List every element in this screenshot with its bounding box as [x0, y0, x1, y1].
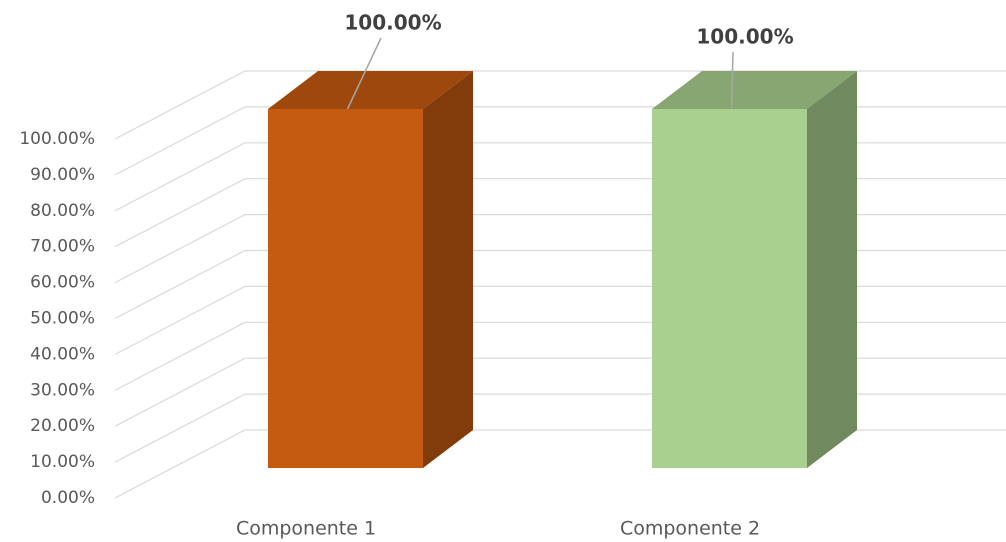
grid-line	[114, 178, 1006, 248]
grid-line	[114, 393, 1006, 463]
bar-front	[652, 109, 807, 468]
grid-line	[114, 429, 1006, 499]
y-tick-label: 20.00%	[30, 416, 95, 436]
grid-line	[114, 249, 1006, 320]
y-tick-label: 60.00%	[30, 273, 95, 293]
y-tick-label: 100.00%	[19, 129, 95, 149]
x-tick-label: Componente 1	[236, 518, 376, 540]
grid-line	[114, 142, 1006, 212]
y-tick-label: 90.00%	[30, 165, 95, 185]
bar-front	[268, 109, 423, 468]
x-tick-label: Componente 2	[620, 518, 760, 540]
grid-line	[114, 357, 1006, 427]
y-tick-label: 70.00%	[30, 237, 95, 257]
leader-line	[346, 37, 382, 110]
bar-side	[807, 71, 857, 468]
y-tick-label: 30.00%	[30, 380, 95, 400]
grid-line	[114, 214, 1006, 284]
y-tick-label: 40.00%	[30, 344, 95, 364]
value-label: 100.00%	[696, 25, 793, 49]
grid-line	[114, 106, 1006, 176]
grid-line	[114, 70, 1006, 140]
leader-line	[730, 51, 734, 110]
grid-line	[114, 285, 1006, 355]
y-tick-label: 50.00%	[30, 309, 95, 329]
grid-line	[114, 321, 1006, 391]
bar-top	[268, 71, 473, 109]
y-tick-label: 80.00%	[30, 201, 95, 221]
value-label: 100.00%	[344, 11, 441, 35]
y-tick-label: 0.00%	[41, 488, 95, 508]
bar-side	[423, 71, 473, 468]
bar-top	[652, 71, 857, 109]
y-tick-label: 10.00%	[30, 452, 95, 472]
